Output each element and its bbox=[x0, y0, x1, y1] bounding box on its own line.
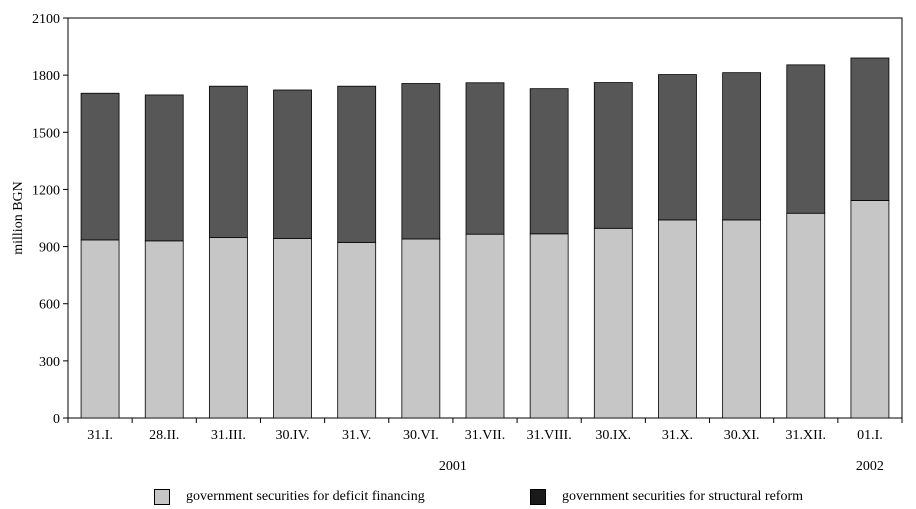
bar-deficit-financing bbox=[786, 212, 826, 419]
x-tick-label: 31.X. bbox=[662, 428, 693, 443]
y-tick-label: 900 bbox=[39, 241, 60, 256]
bar-deficit-financing bbox=[337, 241, 377, 419]
x-tick-label: 28.II. bbox=[149, 428, 179, 443]
bar-structural-reform bbox=[80, 92, 120, 241]
bars bbox=[80, 57, 890, 419]
x-tick-label: 31.VIII. bbox=[527, 428, 572, 443]
y-tick-label: 0 bbox=[53, 412, 60, 427]
x-tick-label: 30.VI. bbox=[403, 428, 439, 443]
bar-structural-reform bbox=[208, 85, 248, 239]
bar-structural-reform bbox=[273, 89, 312, 239]
bar-structural-reform bbox=[593, 82, 633, 229]
y-tick-label: 2100 bbox=[32, 12, 60, 27]
bar-structural-reform bbox=[658, 74, 697, 221]
bar-deficit-financing bbox=[401, 238, 441, 419]
bar-deficit-financing bbox=[465, 233, 505, 419]
x-tick-label: 31.I. bbox=[87, 428, 113, 443]
bar-deficit-financing bbox=[529, 233, 569, 419]
bar-deficit-financing bbox=[593, 227, 633, 419]
y-tick-label: 1500 bbox=[32, 126, 60, 141]
year-label: 2002 bbox=[856, 459, 884, 474]
bar-deficit-financing bbox=[850, 200, 890, 419]
x-tick-label: 31.III. bbox=[211, 428, 246, 443]
legend-item-structural-reform: government securities for structural ref… bbox=[530, 489, 803, 505]
legend-label-deficit-financing: government securities for deficit financ… bbox=[186, 489, 425, 504]
legend-label-structural-reform: government securities for structural ref… bbox=[562, 489, 804, 504]
bar-deficit-financing bbox=[144, 240, 184, 419]
x-tick-label: 31.VII. bbox=[465, 428, 505, 443]
bar-structural-reform bbox=[465, 82, 505, 235]
bar-deficit-financing bbox=[658, 219, 697, 419]
year-label: 2001 bbox=[439, 459, 467, 474]
x-tick-label: 30.IV. bbox=[276, 428, 310, 443]
bar-structural-reform bbox=[144, 94, 184, 242]
y-tick-label: 300 bbox=[39, 355, 60, 370]
bar-structural-reform bbox=[786, 64, 826, 214]
x-tick-label: 31.XII. bbox=[786, 428, 826, 443]
y-tick-label: 600 bbox=[39, 298, 60, 313]
bar-deficit-financing bbox=[722, 219, 762, 419]
tick-labels: 0 300 600 900 1200 1500 1800 2100 31.I. 28.II. 31.… bbox=[32, 12, 884, 474]
x-tick-label: 30.XI. bbox=[724, 428, 760, 443]
bar-deficit-financing bbox=[208, 237, 248, 419]
bar-structural-reform bbox=[529, 88, 569, 235]
x-tick-label: 31.V. bbox=[342, 428, 371, 443]
bar-structural-reform bbox=[722, 72, 762, 221]
legend-item-deficit-financing: government securities for deficit financ… bbox=[154, 489, 425, 505]
y-axis-label: million BGN bbox=[11, 181, 26, 255]
bar-deficit-financing bbox=[273, 237, 312, 419]
x-tick-label: 30.IX. bbox=[595, 428, 631, 443]
x-tick-label: 01.I. bbox=[857, 428, 883, 443]
bar-structural-reform bbox=[337, 85, 377, 243]
legend-swatch-structural-reform bbox=[530, 489, 546, 505]
y-tick-label: 1800 bbox=[32, 69, 60, 84]
legend-swatch-deficit-financing bbox=[154, 489, 170, 505]
bar-structural-reform bbox=[401, 83, 441, 240]
bar-deficit-financing bbox=[80, 239, 120, 419]
bar-structural-reform bbox=[850, 57, 890, 201]
y-tick-label: 1200 bbox=[32, 183, 60, 198]
